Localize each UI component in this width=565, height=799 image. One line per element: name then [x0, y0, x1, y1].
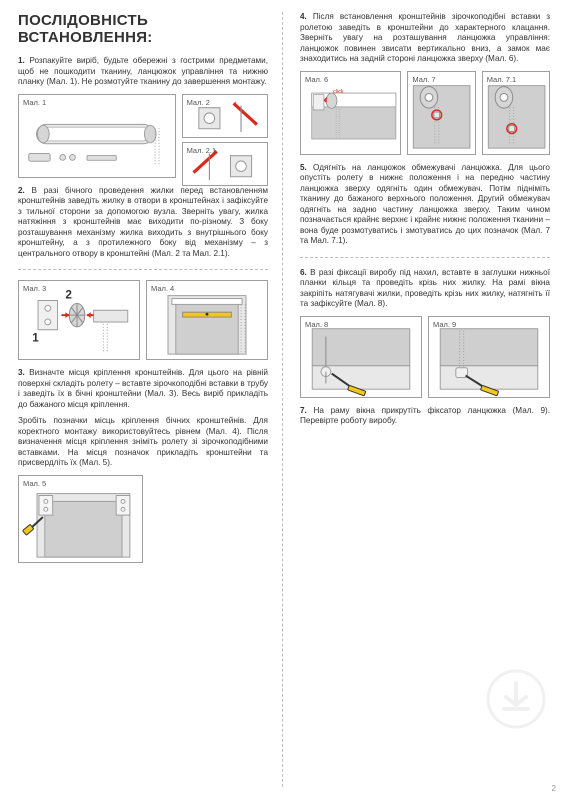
figure-caption: Мал. 2.1 — [187, 146, 216, 155]
figure-caption: Мал. 7 — [412, 75, 435, 84]
page-number: 2 — [552, 784, 556, 793]
figure-caption: Мал. 2 — [187, 98, 210, 107]
figure-4: Мал. 4 — [146, 280, 268, 360]
figure-2: Мал. 2 — [182, 94, 268, 138]
step-1-text: 1. Розпакуйте виріб, будьте обережні з г… — [18, 56, 268, 88]
figure-row-1: Мал. 1 Мал. 2 — [18, 94, 268, 178]
step-4-text: 4. Після встановлення кронштейнів зірочк… — [300, 12, 550, 65]
figure-6: Мал. 6 click — [300, 71, 401, 155]
figure-caption: Мал. 6 — [305, 75, 328, 84]
step-5-text: 5. Одягніть на ланцюжок обмежувачі ланцю… — [300, 163, 550, 247]
figure-9: Мал. 9 — [428, 316, 550, 398]
horizontal-divider — [300, 257, 550, 258]
figure-1: Мал. 1 — [18, 94, 176, 178]
figure-2-1: Мал. 2.1 — [182, 142, 268, 186]
figure-row-3: Мал. 5 — [18, 475, 268, 563]
click-label: click — [333, 89, 344, 95]
figure-caption: Мал. 8 — [305, 320, 328, 329]
figure-7: Мал. 7 — [407, 71, 475, 155]
right-column: 4. Після встановлення кронштейнів зірочк… — [282, 0, 564, 799]
step-3-text-b: Зробіть позначки місць кріплення бічних … — [18, 416, 268, 469]
figure-row-5: Мал. 8 Мал. 9 — [300, 316, 550, 398]
label-1: 1 — [32, 331, 39, 344]
figure-3: Мал. 3 1 2 — [18, 280, 140, 360]
figure-row-4: Мал. 6 click Мал. 7 — [300, 71, 550, 155]
figure-row-2: Мал. 3 1 2 Мал. 4 — [18, 280, 268, 360]
figure-caption: Мал. 9 — [433, 320, 456, 329]
figure-5: Мал. 5 — [18, 475, 143, 563]
page-title: ПОСЛІДОВНІСТЬ ВСТАНОВЛЕННЯ: — [18, 12, 268, 46]
watermark-icon — [486, 669, 546, 729]
page: ПОСЛІДОВНІСТЬ ВСТАНОВЛЕННЯ: 1. Розпакуйт… — [0, 0, 565, 799]
step-3-text-a: 3. Визначте місця кріплення кронштейнів.… — [18, 368, 268, 410]
figure-8: Мал. 8 — [300, 316, 422, 398]
step-2-text: 2. В разі бічного проведення жилки перед… — [18, 186, 268, 260]
step-7-text: 7. На раму вікна прикрутіть фіксатор лан… — [300, 406, 550, 427]
figure-7-1: Мал. 7.1 — [482, 71, 550, 155]
label-2: 2 — [65, 289, 72, 302]
figure-caption: Мал. 1 — [23, 98, 46, 107]
step-6-text: 6. В разі фіксації виробу під нахил, вст… — [300, 268, 550, 310]
figure-caption: Мал. 7.1 — [487, 75, 516, 84]
figure-caption: Мал. 5 — [23, 479, 46, 488]
left-column: ПОСЛІДОВНІСТЬ ВСТАНОВЛЕННЯ: 1. Розпакуйт… — [0, 0, 282, 799]
horizontal-divider — [18, 269, 268, 270]
figure-caption: Мал. 3 — [23, 284, 46, 293]
figure-caption: Мал. 4 — [151, 284, 174, 293]
